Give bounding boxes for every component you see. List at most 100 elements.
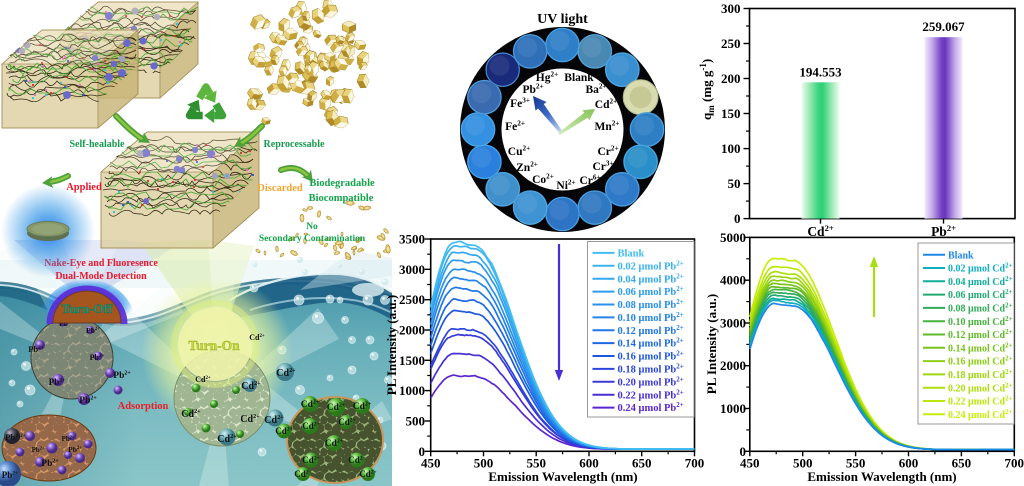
- svg-text:3000: 3000: [720, 316, 746, 331]
- svg-text:550: 550: [526, 456, 546, 471]
- svg-text:Nake-Eye and Fluoresence: Nake-Eye and Fluoresence: [44, 258, 158, 269]
- svg-text:Cd2+: Cd2+: [327, 402, 346, 413]
- svg-text:50: 50: [728, 176, 741, 191]
- svg-text:Cd2+: Cd2+: [359, 469, 376, 479]
- svg-text:0.12 μmol Pb2+: 0.12 μmol Pb2+: [618, 324, 684, 337]
- svg-text:Cd2+: Cd2+: [195, 375, 211, 384]
- svg-text:0.16 μmol Cd2+: 0.16 μmol Cd2+: [948, 355, 1013, 368]
- svg-text:Pb2+: Pb2+: [32, 445, 45, 454]
- svg-text:0.04 μmol Pb2+: 0.04 μmol Pb2+: [618, 272, 684, 285]
- svg-text:0.24 μmol Cd2+: 0.24 μmol Cd2+: [948, 408, 1013, 421]
- svg-text:Emission Wavelength (nm): Emission Wavelength (nm): [488, 469, 637, 484]
- svg-text:0.12 μmol Cd2+: 0.12 μmol Cd2+: [948, 328, 1013, 341]
- svg-text:259.067: 259.067: [922, 19, 965, 34]
- svg-text:Discarded: Discarded: [257, 183, 303, 194]
- svg-text:0.18 μmol Cd2+: 0.18 μmol Cd2+: [948, 368, 1013, 381]
- svg-text:Secondary Contamination: Secondary Contamination: [259, 234, 366, 244]
- svg-text:0.18 μmol Pb2+: 0.18 μmol Pb2+: [618, 363, 684, 376]
- svg-text:Cd2+: Cd2+: [338, 417, 355, 427]
- svg-text:Dual-Mode Detection: Dual-Mode Detection: [55, 271, 147, 282]
- svg-text:0.20 μmol Pb2+: 0.20 μmol Pb2+: [618, 375, 684, 388]
- svg-text:Cd2+: Cd2+: [302, 455, 319, 465]
- svg-text:UV light: UV light: [537, 12, 588, 27]
- svg-text:0.08 μmol Cd2+: 0.08 μmol Cd2+: [948, 302, 1013, 315]
- svg-text:qm (mg g-1): qm (mg g-1): [698, 59, 716, 120]
- svg-text:Cd2+: Cd2+: [249, 333, 265, 342]
- svg-text:Cd2+: Cd2+: [294, 469, 311, 479]
- svg-text:1000: 1000: [399, 383, 425, 398]
- svg-text:300: 300: [721, 1, 741, 16]
- svg-text:2000: 2000: [720, 358, 746, 373]
- svg-text:650: 650: [632, 456, 652, 471]
- svg-text:Turn-Off: Turn-Off: [62, 301, 113, 316]
- svg-text:Cd2+: Cd2+: [217, 433, 237, 445]
- svg-text:450: 450: [421, 456, 441, 471]
- svg-text:Cd2+: Cd2+: [302, 421, 319, 431]
- svg-text:Blank: Blank: [948, 250, 974, 261]
- svg-text:Pb2+: Pb2+: [62, 434, 75, 443]
- svg-text:0.14 μmol Cd2+: 0.14 μmol Cd2+: [948, 341, 1013, 354]
- svg-text:0.14 μmol Pb2+: 0.14 μmol Pb2+: [618, 337, 684, 350]
- svg-text:0: 0: [740, 444, 747, 459]
- svg-text:0: 0: [419, 444, 426, 459]
- svg-text:0.22 μmol Cd2+: 0.22 μmol Cd2+: [948, 395, 1013, 408]
- svg-text:Adsorption: Adsorption: [118, 401, 169, 412]
- svg-text:Self-healable: Self-healable: [70, 139, 126, 150]
- svg-text:Biodegradable: Biodegradable: [309, 178, 375, 189]
- svg-text:200: 200: [721, 71, 741, 86]
- svg-text:Reprocessable: Reprocessable: [264, 139, 325, 150]
- svg-text:3500: 3500: [399, 232, 425, 247]
- svg-text:600: 600: [579, 456, 599, 471]
- svg-text:Pb2+: Pb2+: [113, 370, 131, 381]
- svg-text:0.08 μmol Pb2+: 0.08 μmol Pb2+: [618, 298, 684, 311]
- svg-text:0.22 μmol Pb2+: 0.22 μmol Pb2+: [618, 388, 684, 401]
- svg-text:500: 500: [474, 456, 494, 471]
- svg-text:Pb2+: Pb2+: [49, 377, 65, 387]
- svg-text:Cd2+: Cd2+: [276, 367, 296, 379]
- svg-text:Turn-On: Turn-On: [188, 338, 240, 353]
- svg-text:Cd2+: Cd2+: [353, 401, 372, 412]
- svg-text:Cd2+: Cd2+: [348, 455, 365, 465]
- svg-text:150: 150: [721, 106, 741, 121]
- svg-text:0.04 μmol Cd2+: 0.04 μmol Cd2+: [948, 275, 1013, 288]
- svg-text:3000: 3000: [399, 262, 425, 277]
- svg-text:Cd2+: Cd2+: [241, 380, 261, 392]
- svg-text:Cd2+: Cd2+: [181, 408, 201, 420]
- svg-text:500: 500: [793, 456, 813, 471]
- svg-text:4000: 4000: [720, 273, 746, 288]
- svg-text:5000: 5000: [720, 230, 746, 245]
- svg-text:0.24 μmol Pb2+: 0.24 μmol Pb2+: [618, 401, 684, 414]
- svg-text:2000: 2000: [399, 323, 425, 338]
- svg-text:No: No: [306, 222, 318, 232]
- svg-text:Cd2+: Cd2+: [275, 426, 292, 436]
- svg-text:Applied: Applied: [66, 182, 102, 193]
- svg-text:Pb2+: Pb2+: [86, 326, 100, 335]
- svg-text:0.10 μmol Pb2+: 0.10 μmol Pb2+: [618, 311, 684, 324]
- svg-text:450: 450: [740, 456, 760, 471]
- svg-text:0.16 μmol Pb2+: 0.16 μmol Pb2+: [618, 350, 684, 363]
- svg-text:500: 500: [406, 414, 426, 429]
- svg-text:Pb2+: Pb2+: [28, 344, 44, 354]
- svg-text:700: 700: [1005, 456, 1024, 471]
- svg-text:0.02 μmol Pb2+: 0.02 μmol Pb2+: [618, 259, 684, 272]
- svg-text:550: 550: [846, 456, 866, 471]
- svg-text:Emission Wavelength (nm): Emission Wavelength (nm): [807, 469, 956, 484]
- svg-text:Pb2+: Pb2+: [79, 395, 97, 406]
- svg-text:650: 650: [952, 456, 972, 471]
- svg-text:Cd2+: Cd2+: [325, 438, 344, 449]
- svg-text:0.06 μmol Cd2+: 0.06 μmol Cd2+: [948, 288, 1013, 301]
- svg-text:Cd2+: Cd2+: [301, 399, 320, 410]
- svg-text:1500: 1500: [399, 353, 425, 368]
- svg-text:0.06 μmol Pb2+: 0.06 μmol Pb2+: [618, 285, 684, 298]
- svg-text:Pb2+: Pb2+: [5, 432, 21, 442]
- svg-text:2500: 2500: [399, 292, 425, 307]
- svg-text:Pb2+: Pb2+: [2, 470, 19, 480]
- svg-text:PL Intensity (a.u.): PL Intensity (a.u.): [704, 294, 719, 394]
- svg-text:Pb2+: Pb2+: [90, 353, 105, 362]
- svg-text:1000: 1000: [720, 401, 746, 416]
- svg-text:PL Intensity (a.u.): PL Intensity (a.u.): [384, 295, 399, 395]
- svg-text:Biocompatible: Biocompatible: [309, 193, 374, 204]
- svg-text:Blank: Blank: [618, 249, 645, 260]
- svg-text:Cd2+: Cd2+: [240, 413, 260, 425]
- svg-text:700: 700: [685, 456, 705, 471]
